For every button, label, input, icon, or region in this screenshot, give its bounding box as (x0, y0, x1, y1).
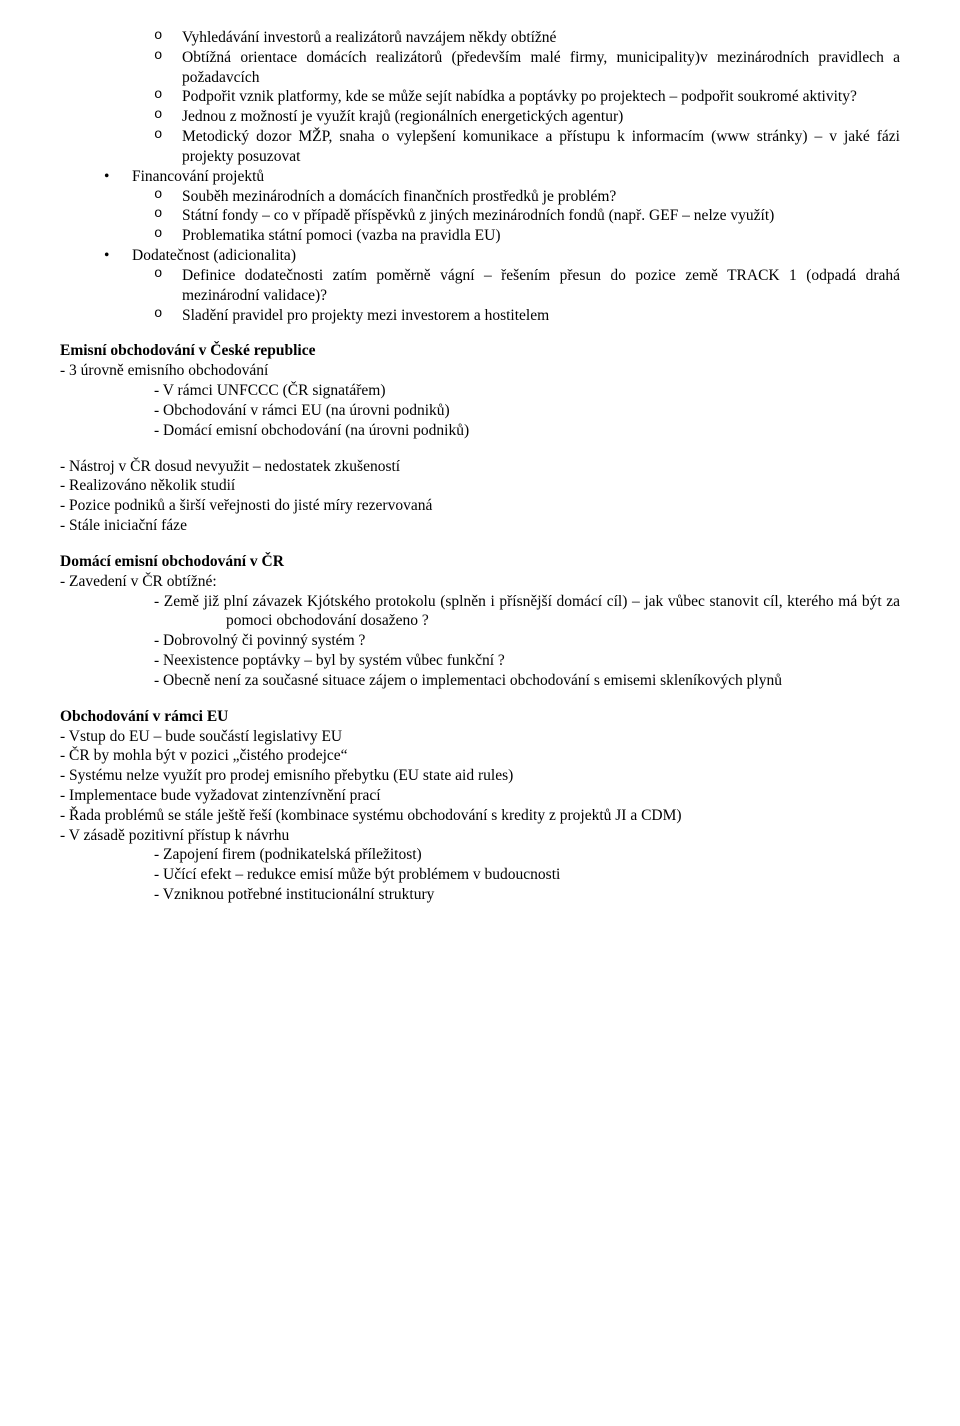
bullet-marker: o (154, 206, 182, 226)
text: - Země již plní závazek Kjótského protok… (60, 592, 900, 632)
text: Jednou z možností je využít krajů (regio… (182, 107, 900, 127)
section-heading: Emisní obchodování v České republice (60, 341, 900, 361)
bullet-item: oProblematika státní pomoci (vazba na pr… (154, 226, 900, 246)
text: - ČR by mohla být v pozici „čistého prod… (60, 746, 900, 766)
text: Vyhledávání investorů a realizátorů navz… (182, 28, 900, 48)
bullet-marker: o (154, 48, 182, 88)
bullet-marker: o (154, 306, 182, 326)
text: Státní fondy – co v případě příspěvků z … (182, 206, 900, 226)
text: - Domácí emisní obchodování (na úrovni p… (154, 421, 900, 441)
text: Metodický dozor MŽP, snaha o vylepšení k… (182, 127, 900, 167)
bullet-item: oPodpořit vznik platformy, kde se může s… (154, 87, 900, 107)
bullet-marker: o (154, 187, 182, 207)
bullet-item: oVyhledávání investorů a realizátorů nav… (154, 28, 900, 48)
bullet-item: oStátní fondy – co v případě příspěvků z… (154, 206, 900, 226)
text: - Vzniknou potřebné institucionální stru… (154, 885, 900, 905)
text: Definice dodatečnosti zatím poměrně vágn… (182, 266, 900, 306)
bullet-item: oDefinice dodatečnosti zatím poměrně vág… (154, 266, 900, 306)
bullet-marker: o (154, 28, 182, 48)
text: Souběh mezinárodních a domácích finanční… (182, 187, 900, 207)
bullet-marker: o (154, 107, 182, 127)
bullet-marker: o (154, 266, 182, 306)
bullet-item: •Dodatečnost (adicionalita) (104, 246, 900, 266)
text: - Učící efekt – redukce emisí může být p… (154, 865, 900, 885)
bullet-marker: o (154, 87, 182, 107)
bullet-item: oMetodický dozor MŽP, snaha o vylepšení … (154, 127, 900, 167)
text: - Pozice podniků a širší veřejnosti do j… (60, 496, 900, 516)
text: - Neexistence poptávky – byl by systém v… (154, 651, 900, 671)
bullet-marker: • (104, 246, 132, 266)
text: - V zásadě pozitivní přístup k návrhu (60, 826, 900, 846)
text: - Nástroj v ČR dosud nevyužit – nedostat… (60, 457, 900, 477)
text: - Zavedení v ČR obtížné: (60, 572, 900, 592)
text: Sladění pravidel pro projekty mezi inves… (182, 306, 900, 326)
text: - Zapojení firem (podnikatelská příležit… (154, 845, 900, 865)
bullet-item: oJednou z možností je využít krajů (regi… (154, 107, 900, 127)
text: - Vstup do EU – bude součástí legislativ… (60, 727, 900, 747)
text: - Systému nelze využít pro prodej emisní… (60, 766, 900, 786)
text: Problematika státní pomoci (vazba na pra… (182, 226, 900, 246)
text: Financování projektů (132, 167, 264, 187)
bullet-marker: o (154, 226, 182, 246)
text: - Obecně není za současné situace zájem … (60, 671, 900, 691)
text: - Stále iniciační fáze (60, 516, 900, 536)
text: Dodatečnost (adicionalita) (132, 246, 296, 266)
text: - 3 úrovně emisního obchodování (60, 361, 900, 381)
bullet-item: •Financování projektů (104, 167, 900, 187)
text: - Řada problémů se stále ještě řeší (kom… (60, 806, 900, 826)
text: Podpořit vznik platformy, kde se může se… (182, 87, 900, 107)
bullet-marker: • (104, 167, 132, 187)
bullet-item: oSouběh mezinárodních a domácích finančn… (154, 187, 900, 207)
bullet-item: oObtížná orientace domácích realizátorů … (154, 48, 900, 88)
section-heading: Domácí emisní obchodování v ČR (60, 552, 900, 572)
text: Obtížná orientace domácích realizátorů (… (182, 48, 900, 88)
text: - Dobrovolný či povinný systém ? (154, 631, 900, 651)
text: - Implementace bude vyžadovat zintenzívn… (60, 786, 900, 806)
bullet-marker: o (154, 127, 182, 167)
section-heading: Obchodování v rámci EU (60, 707, 900, 727)
text: - V rámci UNFCCC (ČR signatářem) (154, 381, 900, 401)
bullet-item: oSladění pravidel pro projekty mezi inve… (154, 306, 900, 326)
text: - Obchodování v rámci EU (na úrovni podn… (154, 401, 900, 421)
text: - Realizováno několik studií (60, 476, 900, 496)
